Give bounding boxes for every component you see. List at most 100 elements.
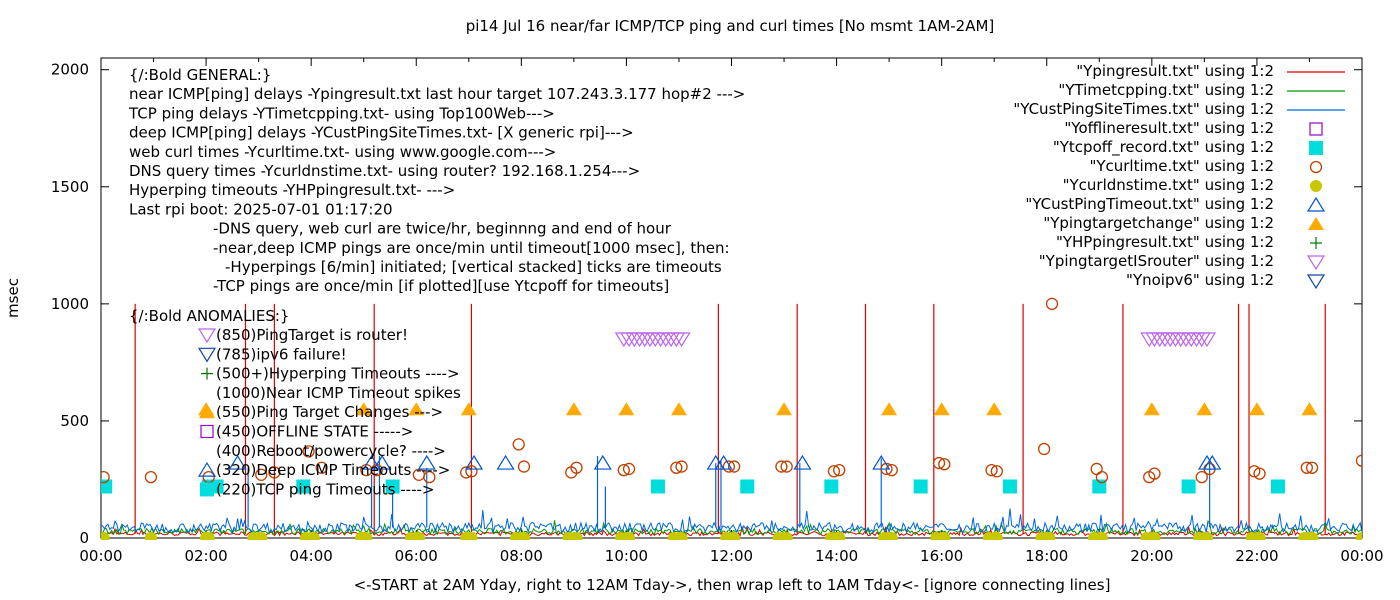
annotation-line: -DNS query, web curl are twice/hr, begin… — [213, 220, 672, 238]
anomaly-marker — [200, 424, 214, 439]
legend: "Ypingresult.txt" using 1:2"YTimetcpping… — [1013, 62, 1345, 290]
data-point — [460, 402, 477, 416]
data-point — [1355, 454, 1362, 467]
data-point — [355, 402, 372, 416]
x-tick-label: 22:00 — [1235, 547, 1278, 565]
annotation-block: {/:Bold GENERAL:}near ICMP[ping] delays … — [128, 66, 745, 295]
data-point — [101, 470, 110, 484]
data-point — [722, 460, 736, 473]
anomaly-text: (220)TCP ping Timeouts ----> — [216, 480, 434, 498]
data-point — [565, 402, 582, 416]
x-tick-label: 02:00 — [184, 547, 227, 565]
anomaly-marker — [201, 367, 213, 380]
annotation-line: Last rpi boot: 2025-07-01 01:17:20 — [129, 200, 393, 218]
anomaly-text: (400)Reboot/powercycle? ----> — [216, 442, 446, 460]
data-point — [1356, 532, 1362, 540]
data-point — [727, 460, 741, 473]
data-point — [1143, 402, 1160, 416]
data-point — [360, 532, 373, 540]
legend-label: "Ytcpoff_record.txt" using 1:2 — [1053, 138, 1274, 157]
data-point — [202, 532, 215, 540]
x-tick-label: 04:00 — [290, 547, 333, 565]
data-point — [512, 438, 525, 451]
data-point — [614, 332, 633, 348]
anomaly-marker — [199, 405, 215, 419]
anomaly-text: (785)ipv6 failure! — [216, 345, 347, 363]
data-point — [740, 479, 755, 494]
legend-label: "Ycurltime.txt" using 1:2 — [1089, 157, 1274, 175]
anomaly-marker — [197, 461, 217, 477]
y-tick-label: 1500 — [51, 178, 89, 196]
data-point — [1037, 442, 1051, 456]
series-line — [101, 508, 1362, 534]
anomaly-text: (450)OFFLINE STATE -----> — [216, 423, 413, 441]
legend-swatch — [1309, 160, 1323, 174]
data-point — [885, 532, 898, 540]
anomalies-header: {/:Bold ANOMALIES:} — [129, 307, 289, 325]
data-point — [885, 463, 898, 477]
data-point — [618, 402, 635, 416]
legend-swatch — [1306, 196, 1326, 212]
data-point — [1002, 479, 1017, 494]
anomaly-text: (320)Deep ICMP Timeouts ----> — [216, 461, 450, 479]
data-point — [933, 402, 950, 416]
data-point — [412, 532, 425, 540]
legend-swatch — [1306, 255, 1326, 271]
data-point — [1248, 402, 1265, 416]
data-point — [675, 532, 688, 540]
data-point — [144, 532, 157, 540]
data-point — [517, 532, 530, 540]
legend-swatch — [1310, 180, 1322, 192]
annotation-line: {/:Bold GENERAL:} — [129, 66, 271, 84]
legend-label: "YpingtargetISrouter" using 1:2 — [1039, 252, 1274, 270]
data-point — [1150, 332, 1169, 348]
data-point — [1155, 332, 1175, 348]
data-point — [1166, 332, 1185, 348]
x-tick-label: 00:00 — [1340, 547, 1383, 565]
data-point — [1187, 332, 1206, 348]
data-point — [460, 466, 473, 479]
data-point — [670, 461, 683, 474]
data-point — [617, 463, 630, 477]
annotation-line: TCP ping delays -YTimetcpping.txt- using… — [128, 104, 555, 122]
data-point — [1195, 470, 1208, 484]
data-point — [932, 456, 946, 470]
data-point — [833, 532, 846, 540]
annotation-line: web curl times -Ycurltime.txt- using www… — [129, 143, 556, 161]
data-point — [144, 470, 158, 484]
data-point — [1045, 297, 1059, 311]
legend-label: "Ynoipv6" using 1:2 — [1126, 271, 1274, 289]
data-point — [619, 332, 639, 348]
y-axis: 0 500 1000 1500 2000 — [51, 61, 1362, 547]
data-point — [990, 532, 1003, 540]
data-point — [496, 454, 515, 470]
legend-label: "Ypingresult.txt" using 1:2 — [1076, 62, 1274, 80]
x-tick-label: 12:00 — [710, 547, 753, 565]
data-point — [625, 332, 644, 348]
data-point — [423, 470, 436, 484]
x-tick-label: 08:00 — [500, 547, 543, 565]
data-point — [408, 402, 425, 416]
data-point — [517, 460, 531, 473]
data-point — [985, 463, 998, 477]
annotation-line: -Hyperpings [6/min] initiated; [vertical… — [225, 258, 722, 276]
x-axis-label: <-START at 2AM Yday, right to 12AM Tday-… — [354, 576, 1111, 594]
data-point — [1140, 332, 1159, 348]
y-tick-label: 1000 — [51, 295, 89, 313]
data-point — [1197, 454, 1217, 470]
data-point — [793, 454, 812, 470]
data-point — [1182, 332, 1201, 348]
data-point — [938, 458, 951, 471]
data-point — [228, 454, 247, 470]
data-point — [672, 332, 691, 348]
x-tick-label: 16:00 — [920, 547, 963, 565]
anomaly-marker — [200, 482, 214, 497]
data-point — [1300, 461, 1313, 474]
data-point — [1306, 532, 1319, 540]
anomalies-block: {/:Bold ANOMALIES:}(850)PingTarget is ro… — [129, 307, 461, 498]
legend-label: "YHPpingresult.txt" using 1:2 — [1056, 233, 1274, 251]
legend-swatch — [1309, 141, 1323, 155]
data-point — [646, 332, 665, 348]
data-point — [775, 460, 788, 473]
